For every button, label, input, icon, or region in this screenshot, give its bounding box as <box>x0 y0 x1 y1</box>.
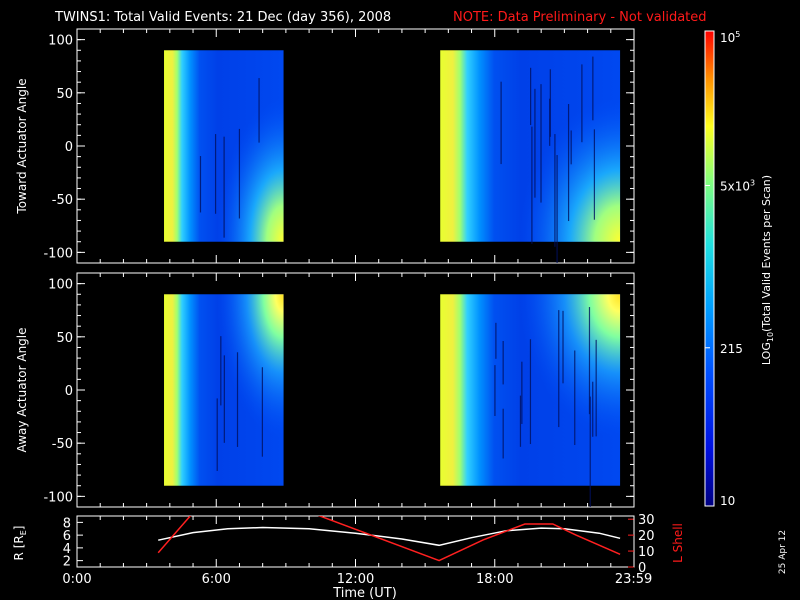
heatmap-streak <box>502 341 504 385</box>
heatmap-streak <box>236 352 239 447</box>
y-tick-label: -100 <box>43 490 73 505</box>
y-tick-label: 100 <box>48 278 73 293</box>
heatmap-streak <box>589 396 591 507</box>
x-tick-label: 0:00 <box>62 572 91 587</box>
heatmap-streak <box>502 408 504 459</box>
date-stamp: 25 Apr 12 <box>778 530 788 574</box>
colorbar-tick-exponent: 3 <box>750 178 755 187</box>
heatmap-streak <box>581 64 583 143</box>
heatmap-streak <box>556 155 558 263</box>
heatmap-streak <box>588 307 591 415</box>
heatmap-hot-region <box>485 294 621 486</box>
left-y-tick-label: 6 <box>63 529 71 544</box>
orbit-ylabel-right: L Shell <box>671 523 685 563</box>
heatmap-streak <box>521 361 523 424</box>
heatmap-streak <box>592 381 594 437</box>
colorbar-tick-exponent: 5 <box>735 30 740 39</box>
heatmap-streak <box>534 88 536 198</box>
orbit-ylabel-left: R [RE] <box>12 526 28 561</box>
data-note: NOTE: Data Preliminary - Not validated <box>453 10 707 25</box>
colorbar <box>704 30 715 507</box>
y-tick-label: 50 <box>56 87 73 102</box>
heatmap-streak <box>495 322 497 359</box>
heatmap-streak <box>500 81 502 165</box>
away-y-axis: 100 50 0 -50 -100 <box>43 273 635 507</box>
chart-title: TWINS1: Total Valid Events: 21 Dec (day … <box>54 10 391 25</box>
right-y-tick-label: 0 <box>638 561 646 576</box>
colorbar-tick-base: 215 <box>720 342 743 356</box>
colorbar-tick-base: 10 <box>720 494 735 508</box>
heatmap-hot-region <box>485 50 621 242</box>
y-tick-label: -50 <box>52 437 73 452</box>
away-ylabel: Away Actuator Angle <box>15 327 29 452</box>
heatmap-hot-region <box>193 50 284 242</box>
y-tick-label: 50 <box>56 331 73 346</box>
heatmap-streak <box>554 134 556 247</box>
x-tick-label: 12:00 <box>337 572 374 587</box>
y-tick-label: 100 <box>48 34 73 49</box>
heatmap-streak <box>574 350 576 446</box>
x-axis-label: Time (UT) <box>332 586 397 600</box>
colorbar-tick-label: 5x103 <box>720 178 755 193</box>
left-y-tick-label: 2 <box>63 555 71 570</box>
heatmap-streak <box>540 84 542 203</box>
l-shell-series-line <box>157 516 621 562</box>
heatmap-hot-region <box>193 294 284 486</box>
toward-ylabel: Toward Actuator Angle <box>15 78 29 214</box>
heatmap-streak <box>595 339 597 437</box>
r-series-line <box>158 526 621 547</box>
y-tick-label: -50 <box>52 193 73 208</box>
heatmap-streak <box>570 130 572 165</box>
heatmap-streak <box>238 128 241 219</box>
colorbar-tick-label: 215 <box>720 342 743 356</box>
heatmap-streak <box>567 104 570 222</box>
colorbar-tick-label: 105 <box>720 30 740 45</box>
heatmap-streak <box>223 136 225 238</box>
heatmap-streak <box>531 126 533 244</box>
heatmap-streak <box>558 310 560 428</box>
heatmap-streak <box>258 78 260 143</box>
left-y-tick-label: 4 <box>63 542 71 557</box>
heatmap-streak <box>220 336 222 406</box>
away-heatmap <box>164 294 621 507</box>
heatmap-streak <box>530 67 532 126</box>
heatmap-streak <box>223 355 225 443</box>
y-tick-label: -100 <box>43 246 73 261</box>
heatmap-streak <box>549 69 551 137</box>
toward-heatmap <box>164 50 621 263</box>
right-y-tick-label: 20 <box>638 529 655 544</box>
heatmap-streak <box>529 339 532 445</box>
heatmap-streak <box>199 156 202 213</box>
right-y-tick-label: 10 <box>638 545 655 560</box>
x-tick-label: 6:00 <box>202 572 231 587</box>
heatmap-streak <box>562 310 564 384</box>
heatmap-streak <box>494 365 496 416</box>
colorbar-tick-base: 10 <box>720 31 735 45</box>
heatmap-streak <box>261 367 263 457</box>
y-tick-label: 0 <box>65 384 73 399</box>
heatmap-streak <box>214 134 217 214</box>
x-tick-label: 18:00 <box>476 572 513 587</box>
heatmap-streak <box>549 98 551 146</box>
y-tick-label: 0 <box>65 140 73 155</box>
x-tick-label: 23:59 <box>615 572 652 587</box>
toward-y-axis: 100 50 0 -50 -100 <box>43 29 635 263</box>
colorbar-tick-label: 10 <box>720 494 735 508</box>
orbit-lines <box>157 516 621 562</box>
heatmap-streak <box>592 56 594 121</box>
heatmap-streak <box>216 398 218 471</box>
colorbar-tick-base: 5x10 <box>720 179 750 193</box>
heatmap-streak <box>593 129 595 220</box>
colorbar-label: LOG10(Total Valid Events per Scan) <box>760 175 775 365</box>
heatmap-streak <box>519 395 522 447</box>
left-y-tick-label: 8 <box>63 516 71 531</box>
right-y-tick-label: 30 <box>638 513 655 528</box>
